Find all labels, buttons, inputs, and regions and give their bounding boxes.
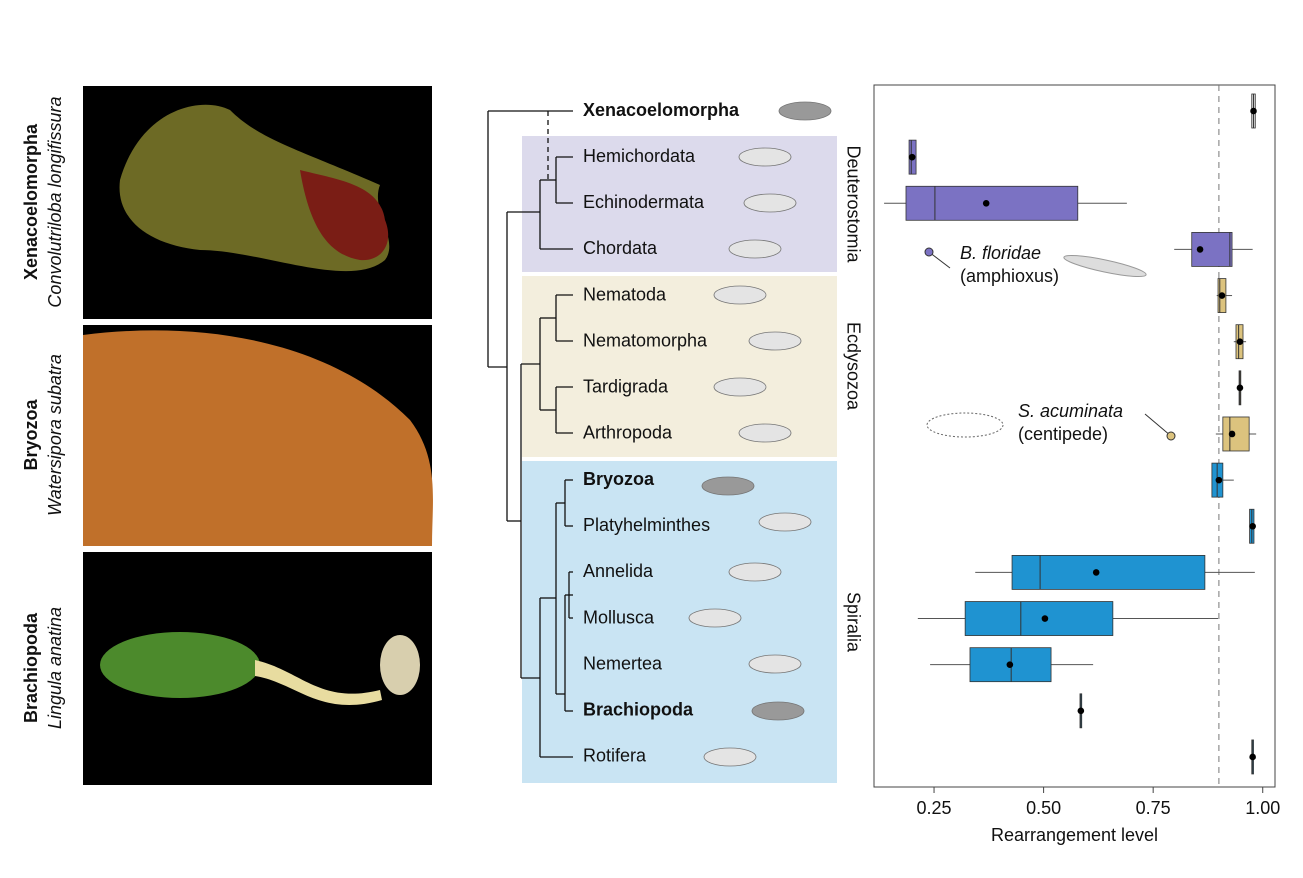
taxon-silhouette xyxy=(758,512,812,532)
photo-brachiopod-tip xyxy=(380,635,420,695)
x-tick-label: 0.75 xyxy=(1136,798,1171,818)
photo-bryozoa xyxy=(83,330,433,546)
taxon-silhouette xyxy=(778,101,832,121)
photo-xenacoel-red xyxy=(300,170,389,261)
box xyxy=(964,601,1114,636)
mean xyxy=(1077,707,1085,715)
mean xyxy=(1250,107,1257,115)
mean xyxy=(1218,292,1226,299)
taxon-silhouette xyxy=(728,562,782,582)
mean xyxy=(1249,522,1256,530)
photo-brachiopod-pedicle xyxy=(255,660,382,705)
taxon-silhouette xyxy=(738,147,792,167)
taxon-label: Hemichordata xyxy=(583,146,696,166)
clade-background xyxy=(522,461,837,783)
silhouette-centipede xyxy=(926,412,1004,438)
taxon-label: Arthropoda xyxy=(583,423,673,443)
taxon-label: Echinodermata xyxy=(583,192,705,212)
box xyxy=(1011,555,1206,590)
annotation-title: S. acuminata xyxy=(1018,401,1123,421)
taxon-label: Annelida xyxy=(583,561,654,581)
mean xyxy=(1236,338,1244,346)
taxon-label: Nematomorpha xyxy=(583,330,708,350)
taxon-label: Nemertea xyxy=(583,653,663,673)
taxon-label: Platyhelminthes xyxy=(583,515,710,535)
mean xyxy=(1041,615,1049,622)
taxon-label: Nematoda xyxy=(583,284,667,304)
taxon-silhouette xyxy=(703,747,757,767)
mean xyxy=(1215,476,1223,484)
photo-species-label: Lingula anatina xyxy=(45,607,65,729)
taxon-silhouette xyxy=(688,608,742,628)
taxon-silhouette xyxy=(701,476,755,496)
mean xyxy=(1092,569,1100,576)
clade-label: Ecdysozoa xyxy=(843,322,863,411)
taxon-label: Bryozoa xyxy=(583,469,655,489)
photo-group-label: Brachiopoda xyxy=(21,612,41,723)
mean xyxy=(1249,753,1256,761)
taxon-silhouette xyxy=(713,377,767,397)
annotation-subtitle: (amphioxus) xyxy=(960,266,1059,286)
taxon-silhouette xyxy=(748,654,802,674)
mean xyxy=(1196,246,1204,253)
photo-species-label: Convolutriloba longifissura xyxy=(45,96,65,307)
taxon-silhouette xyxy=(713,285,767,305)
annotation-leader xyxy=(1144,413,1172,437)
mean xyxy=(908,153,916,161)
mean xyxy=(1228,430,1236,438)
taxon-silhouette xyxy=(751,701,805,721)
x-tick-label: 0.25 xyxy=(917,798,952,818)
box xyxy=(905,185,1079,221)
box xyxy=(1222,416,1250,452)
taxon-silhouette xyxy=(743,193,797,213)
taxon-silhouette xyxy=(738,423,792,443)
x-axis-label: Rearrangement level xyxy=(991,825,1158,845)
photo-group-label: Bryozoa xyxy=(21,399,41,471)
annotation-dot xyxy=(1166,431,1176,441)
photo-group-label: Xenacoelomorpha xyxy=(21,123,41,280)
taxon-label: Brachiopoda xyxy=(583,700,694,720)
clade-label: Spiralia xyxy=(843,592,863,653)
taxon-label: Mollusca xyxy=(583,607,655,627)
annotation-subtitle: (centipede) xyxy=(1018,424,1108,444)
x-tick-label: 1.00 xyxy=(1245,798,1280,818)
x-tick-label: 0.50 xyxy=(1026,798,1061,818)
annotation-title: B. floridae xyxy=(960,243,1041,263)
taxon-silhouette xyxy=(728,239,782,259)
photo-species-label: Watersipora subatra xyxy=(45,354,65,516)
mean xyxy=(1006,661,1014,668)
mean xyxy=(1236,384,1244,392)
mean xyxy=(982,199,990,207)
plot-frame xyxy=(873,84,1276,788)
taxon-label: Rotifera xyxy=(583,746,647,766)
silhouette-amphioxus xyxy=(1063,254,1147,278)
taxon-label: Xenacoelomorpha xyxy=(583,100,740,120)
phylogeny xyxy=(487,110,573,758)
annotation-dot xyxy=(924,247,934,257)
taxon-label: Tardigrada xyxy=(583,377,669,397)
taxon-silhouette xyxy=(748,331,802,351)
photo-brachiopod-shell xyxy=(100,632,260,698)
clade-label: Deuterostomia xyxy=(843,145,863,263)
taxon-label: Chordata xyxy=(583,238,658,258)
